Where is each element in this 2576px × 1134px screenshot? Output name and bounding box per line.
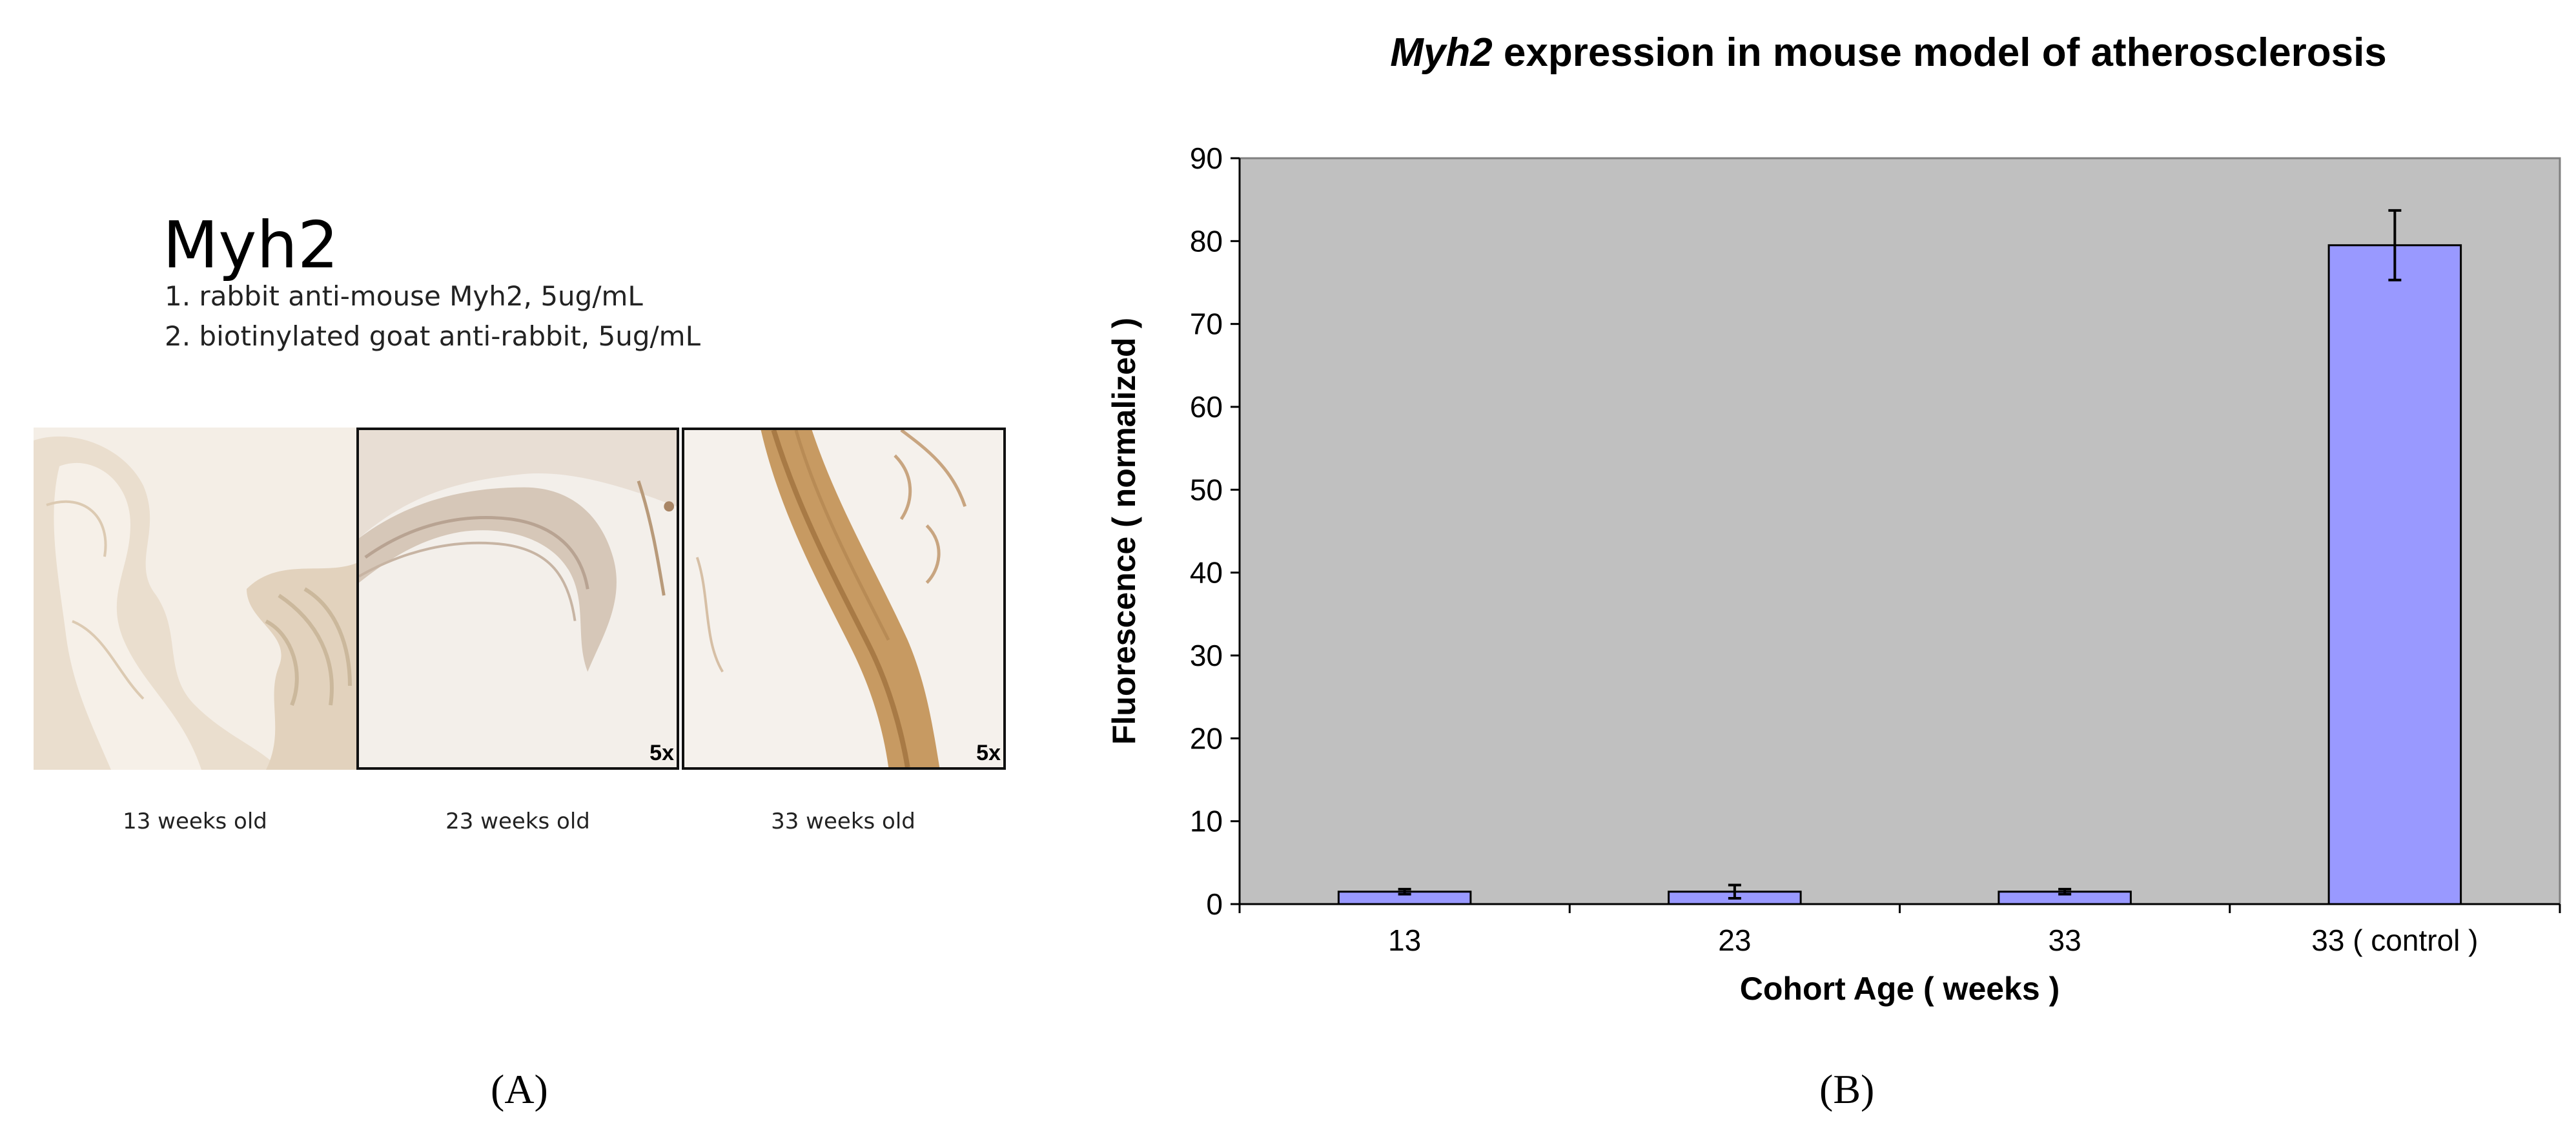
magnification-label: 5x — [649, 741, 674, 765]
protocol-step-2: 2. biotinylated goat anti-rabbit, 5ug/mL — [165, 320, 700, 352]
panel-a-immunostaining: Myh2 1. rabbit anti-mouse Myh2, 5ug/mL 2… — [0, 0, 1098, 1134]
y-tick-label: 20 — [1190, 721, 1223, 755]
chart-title-gene: Myh2 — [1390, 30, 1492, 75]
y-tick-label: 0 — [1206, 887, 1223, 921]
chart-title-text: expression in mouse model of atheroscler… — [1493, 30, 2387, 75]
panel-label-a: (A) — [491, 1066, 548, 1112]
x-axis: 13 23 33 33 ( control ) — [1238, 903, 2561, 957]
y-tick-label: 80 — [1190, 224, 1223, 258]
y-tick-label: 40 — [1190, 556, 1223, 590]
panel-label-b: (B) — [1819, 1066, 1875, 1112]
micrograph-33-weeks: 5x — [682, 428, 1006, 770]
error-bar — [1728, 883, 1741, 900]
error-bar — [1398, 887, 1411, 896]
bars — [1337, 209, 2462, 905]
y-axis-label: Fluorescence ( normalized ) — [1106, 318, 1142, 745]
panel-a-title: Myh2 — [163, 207, 339, 283]
chart-svg: Myh2 expression in mouse model of athero… — [1106, 30, 2561, 1007]
y-axis: 0 10 20 30 40 50 60 70 80 90 — [1190, 141, 1241, 921]
caption-23-weeks: 23 weeks old — [445, 809, 590, 834]
y-tick-label: 60 — [1190, 390, 1223, 424]
y-tick-label: 10 — [1190, 805, 1223, 838]
error-bar — [2058, 887, 2072, 896]
chart-title: Myh2 expression in mouse model of athero… — [1390, 30, 2387, 75]
x-tick-label: 13 — [1388, 923, 1421, 957]
y-tick-label: 50 — [1190, 473, 1223, 506]
protocol-step-1: 1. rabbit anti-mouse Myh2, 5ug/mL — [165, 280, 643, 312]
caption-33-weeks: 33 weeks old — [771, 809, 915, 834]
x-tick-label: 33 — [2049, 923, 2081, 957]
bar — [2327, 244, 2462, 905]
y-tick-label: 70 — [1190, 307, 1223, 341]
bar-chart-myh2-expression: Myh2 expression in mouse model of athero… — [1098, 0, 2576, 1033]
x-axis-label: Cohort Age ( weeks ) — [1740, 971, 2060, 1007]
x-tick-label: 23 — [1718, 923, 1751, 957]
caption-13-weeks: 13 weeks old — [123, 809, 267, 834]
micrograph-13-weeks — [34, 428, 356, 770]
magnification-label: 5x — [976, 741, 1001, 765]
y-tick-label: 90 — [1190, 141, 1223, 175]
micrograph-23-weeks: 5x — [356, 428, 679, 770]
y-tick-label: 30 — [1190, 639, 1223, 672]
error-bar — [2388, 209, 2402, 282]
x-tick-label: 33 ( control ) — [2311, 923, 2478, 957]
